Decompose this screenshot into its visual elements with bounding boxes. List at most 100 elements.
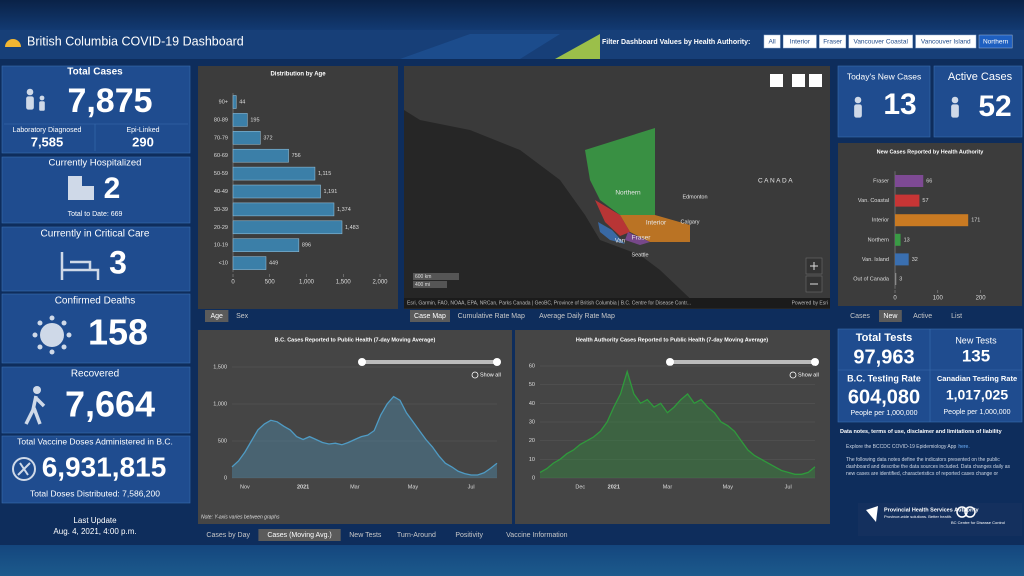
data-label: 3 (899, 276, 902, 282)
kpi-value: 13 (883, 88, 916, 121)
bar (232, 131, 261, 145)
active-panel (933, 65, 1023, 138)
filter-button-label[interactable]: Vancouver Coastal (853, 39, 908, 46)
data-label: 1,483 (345, 225, 359, 231)
panel-title: New Tests (955, 335, 997, 345)
y-tick-label: Out of Canada (853, 276, 890, 282)
region (620, 215, 690, 242)
slider-handle[interactable] (666, 358, 674, 366)
tab-label[interactable]: New (883, 313, 898, 320)
x-tick-label: Nov (240, 484, 250, 490)
icon (854, 96, 862, 104)
tab[interactable] (258, 529, 341, 541)
tab[interactable] (879, 310, 902, 322)
kpi-value: 1,017,025 (946, 387, 1008, 403)
tab-label[interactable]: Age (210, 313, 223, 320)
kpi-value: 7,664 (65, 384, 155, 425)
tab-label[interactable]: Turn-Around (397, 532, 436, 539)
tab-label[interactable]: Sex (236, 313, 249, 320)
icon (37, 320, 43, 326)
notes-link[interactable]: here. (958, 444, 970, 450)
slider-handle[interactable] (358, 358, 366, 366)
icon (60, 252, 100, 280)
icon (49, 349, 55, 355)
bar (232, 166, 316, 181)
header-accent (555, 34, 600, 59)
map-button[interactable] (792, 74, 805, 87)
kpi-value: 52 (978, 90, 1011, 123)
x-tick-label: Mar (350, 484, 360, 490)
show-all[interactable]: Show all (798, 372, 819, 378)
y-tick-label: 80-89 (214, 117, 228, 123)
zoom-icon (789, 371, 797, 379)
y-tick-label: Van. Coastal (858, 198, 889, 204)
breakdown-value: 7,585 (31, 134, 64, 149)
x-tick-label: 2021 (608, 484, 620, 490)
kpi-note: People per 1,000,000 (944, 409, 1011, 416)
scale-bar (413, 273, 459, 280)
icon (24, 395, 46, 425)
filter-button-label[interactable]: Northern (983, 39, 1009, 46)
tab-label[interactable]: Average Daily Rate Map (539, 313, 615, 320)
x-tick-label: 2,000 (372, 280, 388, 286)
icon (39, 101, 45, 111)
tab-label[interactable]: Cumulative Rate Map (458, 313, 525, 320)
bar (232, 238, 300, 252)
map-label: Seattle (631, 252, 648, 258)
y-tick-label: 70-79 (214, 135, 228, 141)
filter-label: Filter Dashboard Values by Health Author… (602, 39, 750, 46)
tab-label[interactable]: Vaccine Information (506, 532, 567, 539)
y-tick-label: Northern (868, 237, 889, 243)
tab-label[interactable]: Case Map (414, 313, 446, 320)
slider-handle[interactable] (493, 358, 501, 366)
tab[interactable] (205, 310, 229, 322)
bar (895, 214, 969, 227)
filter-button[interactable] (782, 34, 817, 49)
icon (39, 95, 45, 101)
icon (951, 96, 959, 104)
breakdown-label: Laboratory Diagnosed (13, 127, 82, 134)
tab-label[interactable]: New Tests (349, 532, 382, 539)
bar (895, 253, 909, 266)
map-label: Calgary (681, 219, 700, 225)
logo-mark (866, 506, 878, 522)
filter-button[interactable] (819, 34, 847, 49)
tab-label[interactable]: Cases (Moving Avg.) (267, 532, 331, 539)
data-label: 44 (239, 99, 245, 105)
y-tick-label: 10 (529, 457, 535, 463)
map-button[interactable] (809, 74, 822, 87)
logo-text: Provincial Health Services Authority (884, 507, 979, 513)
data-label: 66 (926, 178, 932, 184)
tab-label[interactable]: Positivity (455, 532, 483, 539)
area (232, 396, 497, 478)
tab-label[interactable]: List (951, 313, 962, 320)
icon (66, 332, 72, 338)
filter-button-label[interactable]: All (768, 39, 776, 46)
kpi-value: 604,080 (848, 386, 920, 408)
slider-handle[interactable] (811, 358, 819, 366)
y-tick-label: 50 (529, 382, 535, 388)
map-label: Van (615, 239, 625, 245)
filter-button[interactable] (763, 34, 781, 49)
filter-button-label[interactable]: Interior (790, 39, 811, 46)
icon (12, 457, 36, 481)
icon (32, 332, 38, 338)
tab-label[interactable]: Active (913, 313, 932, 320)
tab-label[interactable]: Cases (850, 313, 870, 320)
filter-button[interactable] (915, 34, 977, 49)
notes: Data notes, terms of use, disclaimer and… (840, 429, 1020, 478)
data-label: 896 (302, 243, 311, 249)
icon (49, 315, 55, 321)
filter-button-label[interactable]: Vancouver Island (921, 39, 971, 46)
icon (61, 344, 67, 350)
filter-button[interactable] (848, 34, 913, 49)
vaccine-panel (1, 435, 191, 504)
y-tick-label: 30 (529, 419, 535, 425)
filter-button-label[interactable]: Fraser (823, 39, 843, 46)
tab-label[interactable]: Cases by Day (206, 532, 250, 539)
show-all[interactable]: Show all (480, 372, 501, 378)
map-button[interactable] (770, 74, 783, 87)
filter-button[interactable] (978, 34, 1013, 49)
tab[interactable] (410, 310, 450, 322)
last-update-label: Last Update (73, 516, 117, 525)
